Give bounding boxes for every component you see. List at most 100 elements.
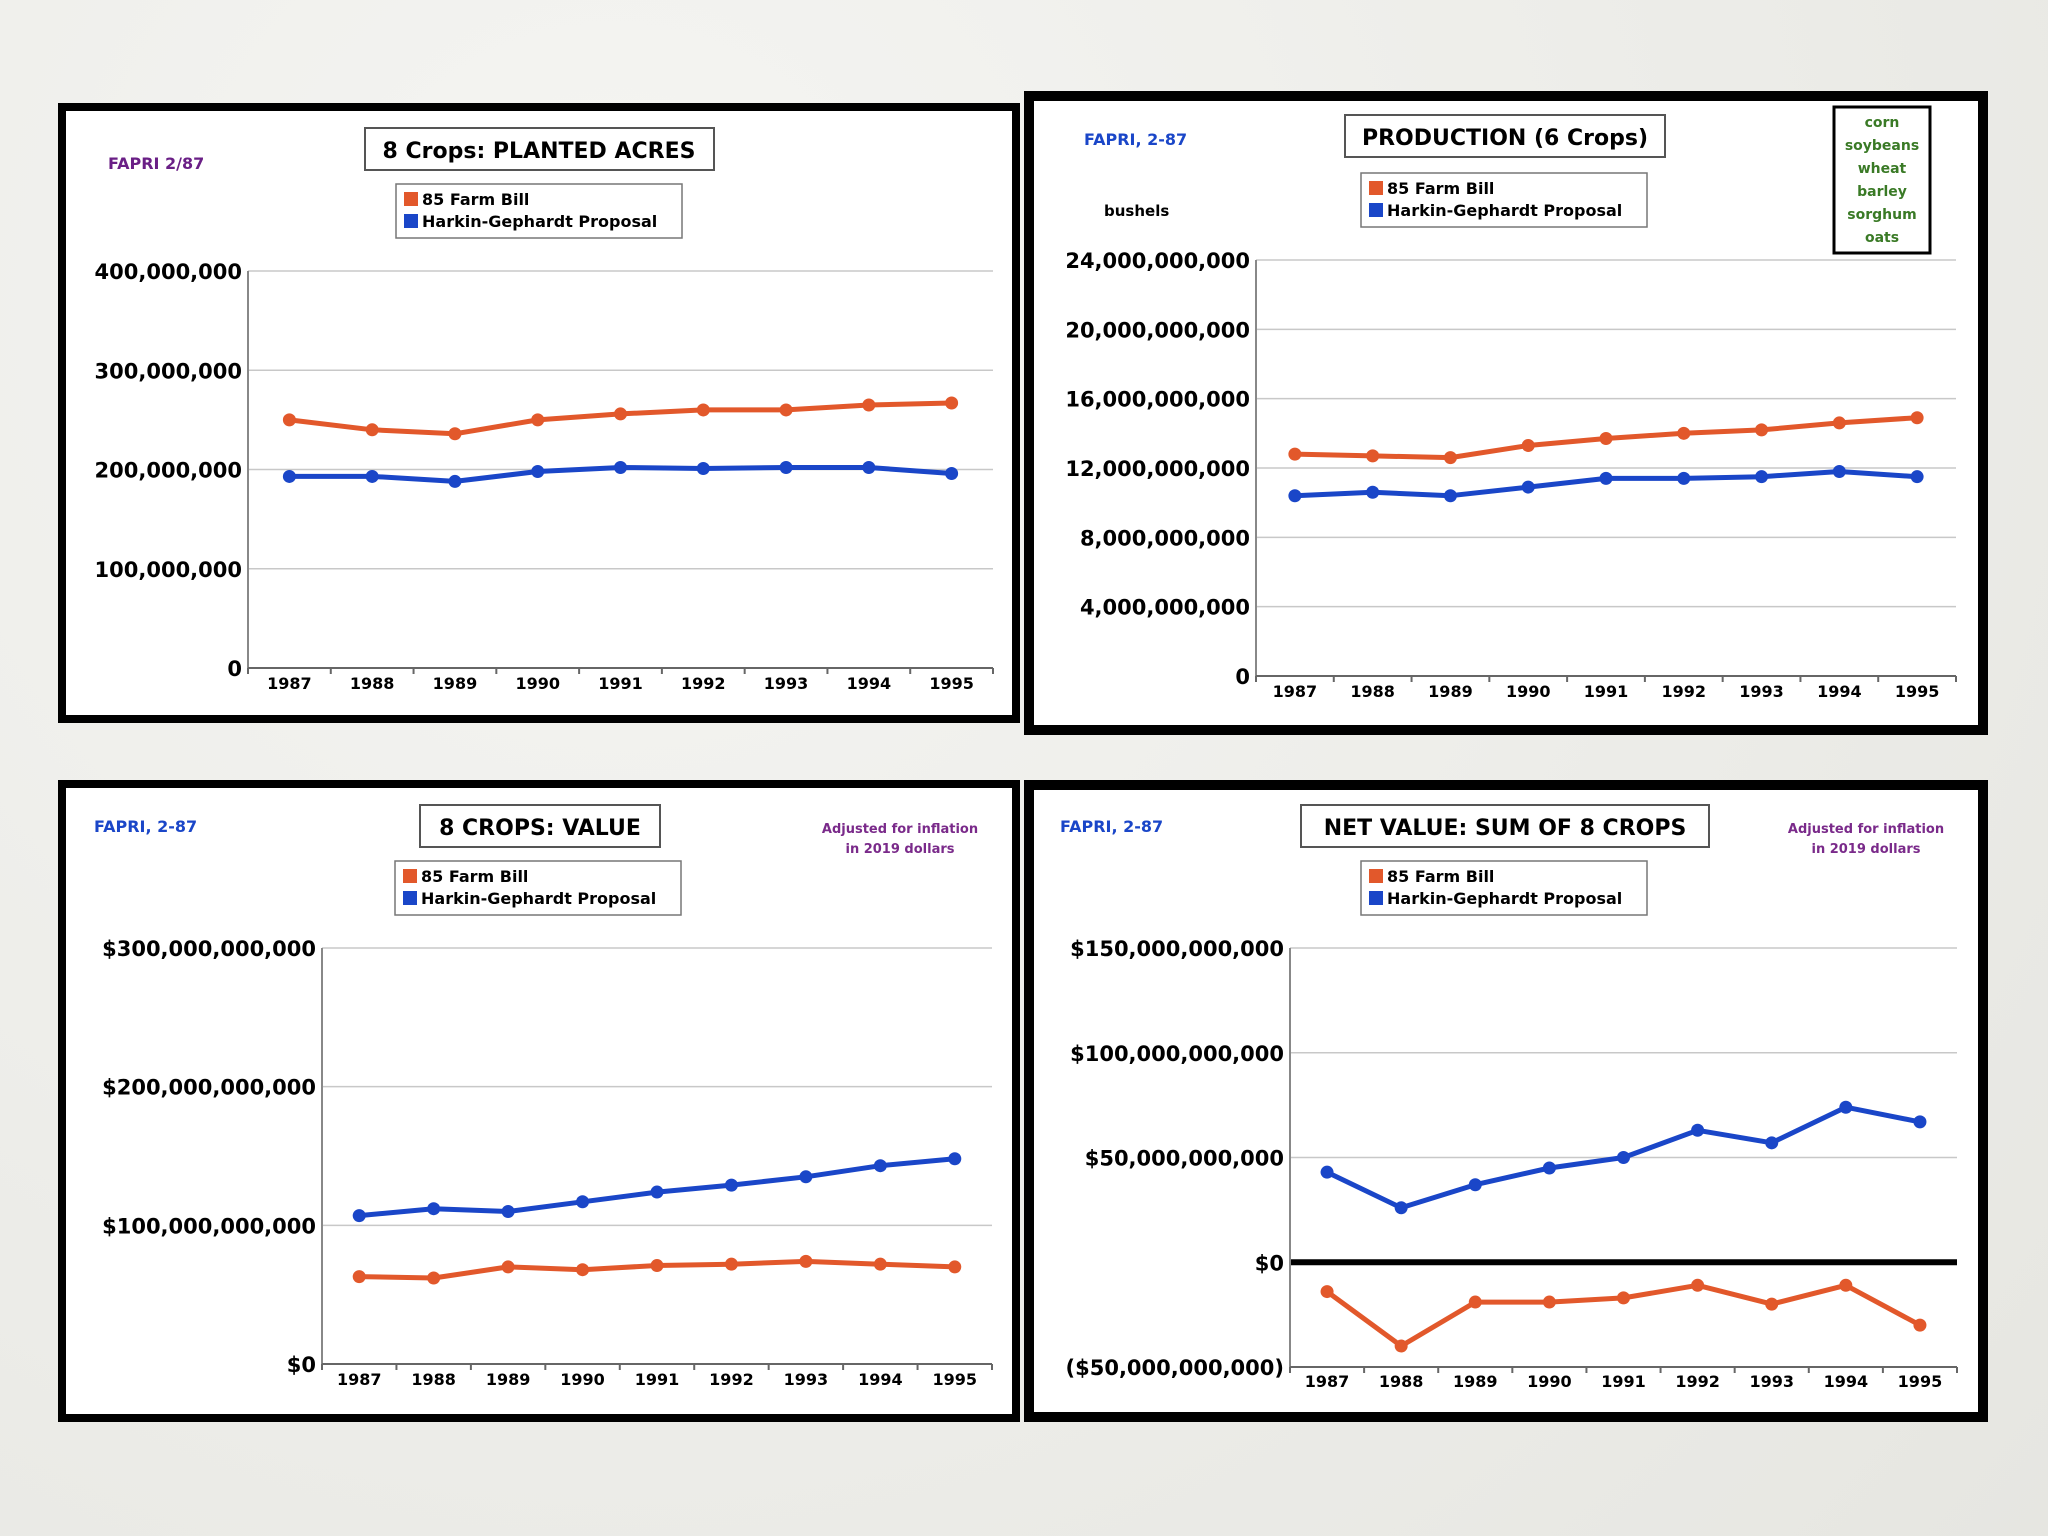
title-box: NET VALUE: SUM OF 8 CROPS [1300, 804, 1710, 848]
data-point-harkin [1542, 1161, 1556, 1175]
data-point-harkin [1366, 485, 1380, 499]
y-tick-label: 100,000,000 [95, 558, 242, 582]
data-point-harkin [696, 462, 710, 476]
x-tick-label: 1995 [929, 674, 974, 693]
y-tick-label: ($50,000,000,000) [1066, 1356, 1284, 1380]
data-point-harkin [282, 469, 296, 483]
x-tick-label: 1989 [433, 674, 478, 693]
data-point-harkin [531, 464, 545, 478]
x-tick-label: 1992 [1675, 1372, 1720, 1391]
x-tick-label: 1991 [635, 1370, 680, 1389]
x-tick-label: 1994 [847, 674, 892, 693]
y-tick-label: $0 [287, 1353, 316, 1377]
plot-area: ($50,000,000,000) $0 $50,000,000,000 $100,0… [1066, 937, 1958, 1391]
y-tick-label: 4,000,000,000 [1080, 596, 1250, 620]
x-tick-label: 1987 [267, 674, 312, 693]
data-point-harkin [448, 474, 462, 488]
data-point-harkin [1832, 464, 1846, 478]
crop-barley: barley [1857, 184, 1907, 200]
data-point-harkin [873, 1159, 887, 1173]
data-point-harkin [1839, 1100, 1853, 1114]
y-tick-label: 16,000,000,000 [1065, 388, 1250, 412]
x-tick-label: 1995 [1898, 1372, 1943, 1391]
x-tick-label: 1989 [486, 1370, 531, 1389]
title-box: 8 CROPS: VALUE [419, 804, 661, 848]
legend-label-harkin: Harkin-Gephardt Proposal [1387, 889, 1622, 908]
x-tick-label: 1991 [598, 674, 643, 693]
x-tick-label: 1992 [1662, 682, 1707, 701]
data-point-harkin [352, 1209, 366, 1223]
data-point-farm-bill [1468, 1295, 1482, 1309]
data-point-harkin [862, 461, 876, 475]
title-box: PRODUCTION (6 Crops) [1344, 114, 1666, 158]
plot-area: 0 100,000,000 200,000,000 300,000,000 400,00… [95, 260, 994, 693]
data-point-harkin [650, 1185, 664, 1199]
plot-area: 0 4,000,000,000 8,000,000,000 12,000,000,00… [1065, 249, 1957, 701]
data-point-farm-bill [724, 1257, 738, 1271]
data-point-farm-bill [282, 413, 296, 427]
x-tick-label: 1987 [1305, 1372, 1350, 1391]
chart-planted-acres: FAPRI 2/87 8 Crops: PLANTED ACRES 85 Far… [58, 103, 1020, 723]
data-point-farm-bill [448, 427, 462, 441]
x-tick-label: 1988 [411, 1370, 456, 1389]
crops-box: corn soybeans wheat barley sorghum oats [1832, 105, 1932, 255]
data-point-farm-bill [365, 423, 379, 437]
data-point-farm-bill [1443, 451, 1457, 465]
x-tick-label: 1992 [681, 674, 726, 693]
x-tick-label: 1993 [764, 674, 809, 693]
source-label: FAPRI 2/87 [108, 154, 204, 173]
x-tick-label: 1992 [709, 1370, 754, 1389]
y-tick-label: $100,000,000,000 [102, 1214, 316, 1238]
data-point-harkin [1288, 489, 1302, 503]
y-tick-label: 300,000,000 [95, 359, 242, 383]
inflation-note-line1: Adjusted for inflation [822, 822, 978, 837]
data-point-farm-bill [873, 1257, 887, 1271]
chart-title: 8 CROPS: VALUE [439, 816, 641, 841]
data-point-harkin [1394, 1201, 1408, 1215]
legend-swatch-farm-bill [403, 869, 417, 883]
data-point-farm-bill [1691, 1278, 1705, 1292]
y-tick-label: 20,000,000,000 [1065, 318, 1250, 342]
legend-swatch-harkin [1369, 891, 1383, 905]
y-tick-label: 24,000,000,000 [1065, 249, 1250, 273]
data-point-farm-bill [862, 398, 876, 412]
y-tick-label: $0 [1255, 1251, 1284, 1275]
data-point-farm-bill [1755, 423, 1769, 437]
data-point-harkin [1468, 1178, 1482, 1192]
x-tick-label: 1987 [1273, 682, 1318, 701]
inflation-note-line2: in 2019 dollars [845, 842, 954, 857]
data-point-harkin [1320, 1165, 1334, 1179]
y-tick-label: $50,000,000,000 [1085, 1147, 1284, 1171]
data-point-harkin [1910, 470, 1924, 484]
data-point-farm-bill [531, 413, 545, 427]
x-tick-label: 1993 [1749, 1372, 1794, 1391]
chart-net-value: FAPRI, 2-87 Adjusted for inflation in 20… [1024, 780, 1988, 1422]
x-tick-label: 1989 [1428, 682, 1473, 701]
data-point-harkin [427, 1202, 441, 1216]
x-tick-label: 1990 [1506, 682, 1551, 701]
data-point-farm-bill [948, 1260, 962, 1274]
legend-swatch-farm-bill [1369, 869, 1383, 883]
y-tick-label: $200,000,000,000 [102, 1076, 316, 1100]
x-tick-label: 1988 [1350, 682, 1395, 701]
y-tick-label: 0 [227, 657, 242, 681]
data-point-harkin [1913, 1115, 1927, 1129]
data-point-harkin [948, 1152, 962, 1166]
data-point-farm-bill [945, 396, 959, 410]
inflation-note-line2: in 2019 dollars [1811, 842, 1920, 857]
x-tick-label: 1990 [560, 1370, 605, 1389]
chart-production: FAPRI, 2-87 bushels PRODUCTION (6 Crops)… [1024, 91, 1988, 735]
legend-label-harkin: Harkin-Gephardt Proposal [421, 889, 656, 908]
x-tick-label: 1989 [1453, 1372, 1498, 1391]
data-point-harkin [1443, 489, 1457, 503]
y-tick-label: 8,000,000,000 [1080, 526, 1250, 550]
data-point-farm-bill [1521, 438, 1535, 452]
data-point-farm-bill [799, 1254, 813, 1268]
legend: 85 Farm Bill Harkin-Gephardt Proposal [395, 183, 683, 239]
data-point-farm-bill [1910, 411, 1924, 425]
data-point-farm-bill [1839, 1278, 1853, 1292]
data-point-farm-bill [1599, 432, 1613, 446]
x-tick-label: 1991 [1584, 682, 1629, 701]
data-point-farm-bill [1320, 1285, 1334, 1299]
data-point-harkin [1755, 470, 1769, 484]
